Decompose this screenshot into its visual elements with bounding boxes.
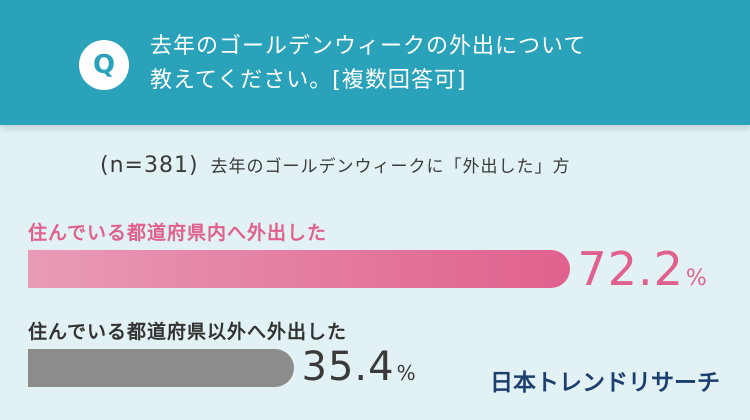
chart-subtitle: (n=381) 去年のゴールデンウィークに「外出した」方 — [100, 152, 571, 178]
question-header: Q 去年のゴールデンウィークの外出について 教えてください。[複数回答可] — [0, 0, 750, 125]
value-number: 35.4 — [301, 344, 395, 390]
question-text: 去年のゴールデンウィークの外出について 教えてください。[複数回答可] — [150, 30, 710, 98]
value-label-in-prefecture: 72.2 % — [578, 242, 707, 296]
bar-outside-prefecture — [28, 349, 294, 387]
value-unit: % — [685, 266, 707, 291]
bar-in-prefecture — [28, 250, 570, 288]
brand-logo: 日本トレンドリサーチ — [490, 370, 720, 396]
question-badge: Q — [79, 40, 129, 90]
value-label-outside-prefecture: 35.4 % — [302, 344, 416, 390]
category-label-outside-prefecture: 住んでいる都道府県以外へ外出した — [28, 321, 348, 343]
question-line-2: 教えてください。[複数回答可] — [150, 68, 467, 93]
value-number: 72.2 — [577, 242, 684, 296]
question-line-1: 去年のゴールデンウィークの外出について — [150, 34, 587, 59]
subtitle-description: 去年のゴールデンウィークに「外出した」方 — [210, 157, 571, 177]
sample-size: (n=381) — [100, 153, 199, 178]
value-unit: % — [396, 361, 416, 385]
category-label-in-prefecture: 住んでいる都道府県内へ外出した — [28, 222, 328, 244]
